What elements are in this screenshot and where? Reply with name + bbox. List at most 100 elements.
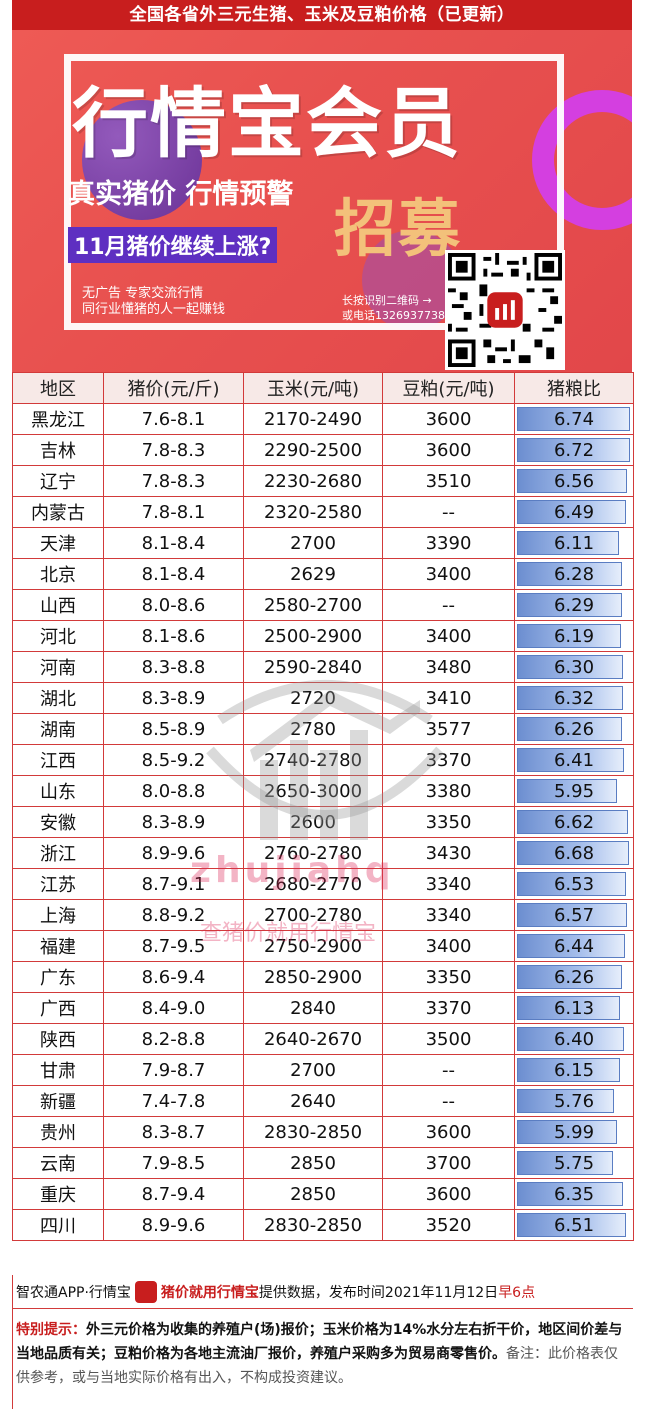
cell-pig-price: 7.8-8.3 <box>103 434 244 466</box>
col-header-corn-price: 玉米(元/吨) <box>243 372 383 404</box>
special-notice: 特别提示：外三元价格为收集的养殖户(场)报价；玉米价格为14%水分左右折干价，地… <box>12 1318 629 1390</box>
cell-soy-price: 3577 <box>382 713 515 745</box>
cell-corn-price: 2290-2500 <box>243 434 383 466</box>
cell-corn-price: 2170-2490 <box>243 403 383 435</box>
cell-corn-price: 2580-2700 <box>243 589 383 621</box>
cell-ratio: 6.11 <box>514 527 634 559</box>
promo-banner[interactable]: 行情宝会员 真实猪价 行情预警 招募 11月猪价继续上涨? 无广告 专家交流行情… <box>12 30 632 372</box>
cell-pig-price: 8.4-9.0 <box>103 992 244 1024</box>
cell-corn-price: 2830-2850 <box>243 1209 383 1241</box>
ratio-value: 6.72 <box>553 439 595 461</box>
col-header-soy-price: 豆粕(元/吨) <box>382 372 515 404</box>
cell-pig-price: 8.3-8.9 <box>103 806 244 838</box>
cell-pig-price: 8.6-9.4 <box>103 961 244 993</box>
watermark-text: zhujiahq <box>190 850 395 891</box>
cell-pig-price: 8.9-9.6 <box>103 1209 244 1241</box>
qr-code-icon[interactable] <box>445 250 565 370</box>
notice-text: 外三元价格为收集的养殖户(场)报价；玉米价格为14%水分左右折干价，地区间价差与… <box>16 1322 623 1362</box>
ratio-value: 6.11 <box>553 532 595 554</box>
cell-corn-price: 2740-2780 <box>243 744 383 776</box>
cell-pig-price: 8.3-8.8 <box>103 651 244 683</box>
cell-pig-price: 8.7-9.4 <box>103 1178 244 1210</box>
qr-code-graphic <box>448 253 562 367</box>
banner-frame <box>64 54 564 330</box>
cell-corn-price: 2640-2670 <box>243 1023 383 1055</box>
app-logo-icon <box>134 1280 157 1303</box>
cell-region: 四川 <box>12 1209 104 1241</box>
banner-headline: 11月猪价继续上涨? <box>68 227 278 263</box>
cell-region: 湖北 <box>12 682 104 714</box>
banner-recruit: 招募 <box>334 192 463 265</box>
price-table: 地区 猪价(元/斤) 玉米(元/吨) 豆粕(元/吨) 猪粮比 黑龙江 7.6-8.… <box>12 372 634 1241</box>
cell-soy-price: 3340 <box>382 868 515 900</box>
cell-soy-price: 3350 <box>382 961 515 993</box>
cell-pig-price: 8.0-8.6 <box>103 589 244 621</box>
cell-soy-price: 3410 <box>382 682 515 714</box>
cell-pig-price: 8.5-8.9 <box>103 713 244 745</box>
table-row: 北京 8.1-8.4 2629 3400 6.28 <box>12 558 634 590</box>
ratio-value: 6.26 <box>553 718 595 740</box>
cell-corn-price: 2700 <box>243 527 383 559</box>
table-row: 山东 8.0-8.8 2650-3000 3380 5.95 <box>12 775 634 807</box>
table-row: 湖南 8.5-8.9 2780 3577 6.26 <box>12 713 634 745</box>
cell-soy-price: 3370 <box>382 744 515 776</box>
cell-soy-price: 3390 <box>382 527 515 559</box>
cell-region: 广东 <box>12 961 104 993</box>
col-header-pig-price: 猪价(元/斤) <box>103 372 244 404</box>
cell-region: 甘肃 <box>12 1054 104 1086</box>
cell-region: 山西 <box>12 589 104 621</box>
cell-pig-price: 8.3-8.9 <box>103 682 244 714</box>
ratio-value: 6.40 <box>553 1028 595 1050</box>
ratio-bar <box>517 1151 614 1175</box>
cell-ratio: 6.68 <box>514 837 634 869</box>
cell-soy-price: 3600 <box>382 1178 515 1210</box>
ratio-bar <box>517 872 627 896</box>
cell-corn-price: 2780 <box>243 713 383 745</box>
banner-note: 同行业懂猪的人一起赚钱 <box>82 302 226 317</box>
cell-soy-price: 3600 <box>382 403 515 435</box>
ratio-bar <box>517 562 623 586</box>
ratio-bar <box>517 1120 618 1144</box>
cell-ratio: 6.74 <box>514 403 634 435</box>
cell-region: 天津 <box>12 527 104 559</box>
ratio-value: 5.75 <box>553 1152 595 1174</box>
cell-soy-price: 3340 <box>382 899 515 931</box>
cell-soy-price: -- <box>382 496 515 528</box>
cell-corn-price: 2850 <box>243 1147 383 1179</box>
cell-pig-price: 7.6-8.1 <box>103 403 244 435</box>
cell-region: 云南 <box>12 1147 104 1179</box>
cell-pig-price: 7.8-8.3 <box>103 465 244 497</box>
table-row: 新疆 7.4-7.8 2640 -- 5.76 <box>12 1085 634 1117</box>
cell-region: 内蒙古 <box>12 496 104 528</box>
cell-region: 贵州 <box>12 1116 104 1148</box>
ratio-value: 6.15 <box>553 1059 595 1081</box>
cell-soy-price: 3350 <box>382 806 515 838</box>
cell-ratio: 6.29 <box>514 589 634 621</box>
table-row: 山西 8.0-8.6 2580-2700 -- 6.29 <box>12 589 634 621</box>
table-row: 辽宁 7.8-8.3 2230-2680 3510 6.56 <box>12 465 634 497</box>
ratio-bar <box>517 779 617 803</box>
cell-ratio: 6.49 <box>514 496 634 528</box>
ratio-value: 6.62 <box>553 811 595 833</box>
ratio-bar <box>517 748 625 772</box>
cell-pig-price: 8.2-8.8 <box>103 1023 244 1055</box>
cell-ratio: 6.72 <box>514 434 634 466</box>
cell-soy-price: 3400 <box>382 620 515 652</box>
cell-soy-price: -- <box>382 1054 515 1086</box>
cell-ratio: 6.26 <box>514 961 634 993</box>
cell-soy-price: 3600 <box>382 1116 515 1148</box>
banner-note: 无广告 专家交流行情 <box>82 286 204 301</box>
table-row: 黑龙江 7.6-8.1 2170-2490 3600 6.74 <box>12 403 634 435</box>
cell-corn-price: 2500-2900 <box>243 620 383 652</box>
cell-soy-price: 3520 <box>382 1209 515 1241</box>
ratio-value: 6.26 <box>553 966 595 988</box>
decor-circle <box>82 100 202 220</box>
cell-ratio: 6.40 <box>514 1023 634 1055</box>
cell-region: 河北 <box>12 620 104 652</box>
table-row: 甘肃 7.9-8.7 2700 -- 6.15 <box>12 1054 634 1086</box>
cell-region: 上海 <box>12 899 104 931</box>
cell-corn-price: 2850 <box>243 1178 383 1210</box>
ratio-value: 5.99 <box>553 1121 595 1143</box>
ratio-value: 6.32 <box>553 687 595 709</box>
cell-soy-price: 3400 <box>382 558 515 590</box>
